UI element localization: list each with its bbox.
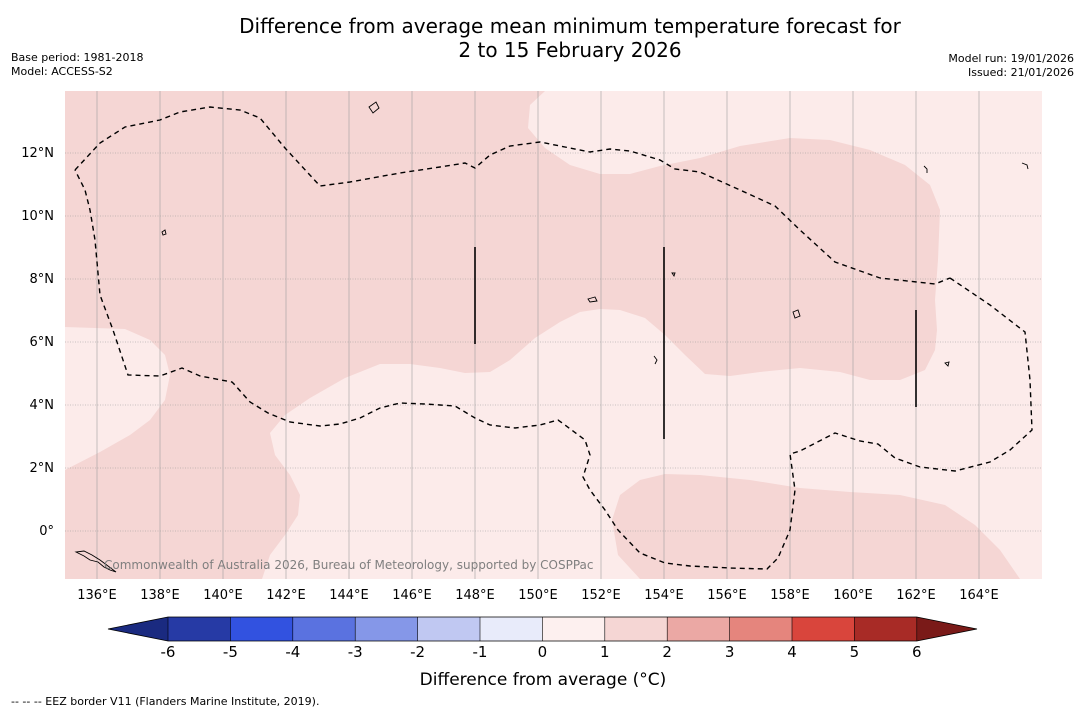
- colorbar-segment: [230, 617, 294, 641]
- lon-label-146e: 146°E: [392, 588, 432, 603]
- title-line-1: Difference from average mean minimum tem…: [239, 14, 901, 38]
- colorbar-tick-label: -1: [472, 643, 488, 661]
- colorbar-tick-label: 4: [787, 643, 797, 661]
- colorbar-tick-label: 0: [537, 643, 548, 661]
- colorbar-segment: [729, 617, 793, 641]
- colorbar-tick-label: 2: [662, 643, 672, 661]
- colorbar-tick-label: -6: [160, 643, 176, 661]
- island-outline: [944, 361, 950, 367]
- island-outline: [161, 229, 167, 236]
- lon-label-140e: 140°E: [203, 588, 243, 603]
- lon-label-152e: 152°E: [581, 588, 621, 603]
- colorbar-extend-low: [108, 617, 168, 641]
- eez-border: [74, 106, 1033, 570]
- lat-label-8n: 8°N: [29, 272, 55, 287]
- title-line-2: 2 to 15 February 2026: [458, 38, 682, 62]
- colorbar-tick-label: 3: [724, 643, 735, 661]
- colorbar-segment: [667, 617, 731, 641]
- colorbar-tick-label: 5: [849, 643, 860, 661]
- lon-label-136e: 136°E: [77, 588, 117, 603]
- lon-label-138e: 138°E: [140, 588, 180, 603]
- colorbar-segment: [417, 617, 481, 641]
- colorbar-tick-label: -2: [410, 643, 426, 661]
- colorbar: [107, 616, 978, 642]
- lon-label-148e: 148°E: [455, 588, 495, 603]
- lat-label-6n: 6°N: [29, 335, 55, 350]
- island-outline: [587, 296, 598, 303]
- model-name: Model: ACCESS-S2: [11, 65, 113, 78]
- lat-label-4n: 4°N: [29, 398, 55, 413]
- anomaly-band-1-2-lower: [612, 474, 1020, 579]
- colorbar-tick-label: 1: [600, 643, 610, 661]
- eez-border-east: [74, 169, 1033, 570]
- island-outline: [792, 309, 801, 319]
- lon-label-156e: 156°E: [707, 588, 747, 603]
- lon-label-142e: 142°E: [266, 588, 306, 603]
- meta-left: Base period: 1981-2018 Model: ACCESS-S2: [11, 51, 143, 79]
- island-outline: [653, 355, 658, 365]
- lon-label-164e: 164°E: [959, 588, 999, 603]
- lon-label-150e: 150°E: [518, 588, 558, 603]
- colorbar-title: Difference from average (°C): [419, 670, 667, 690]
- island-outlines: [74, 101, 1029, 573]
- lat-label-2n: 2°N: [29, 461, 55, 476]
- colorbar-segment: [792, 617, 855, 641]
- colorbar-segment: [542, 617, 606, 641]
- colorbar-tick-label: -3: [347, 643, 363, 661]
- issued-date: Issued: 21/01/2026: [967, 66, 1074, 79]
- colorbar-segment: [292, 617, 356, 641]
- map-title: Difference from average mean minimum tem…: [170, 14, 970, 62]
- colorbar-tick-label: 6: [912, 643, 922, 661]
- colorbar-segment: [168, 617, 231, 641]
- base-period: Base period: 1981-2018: [11, 51, 144, 64]
- map-credit: Commonwealth of Australia 2026, Bureau o…: [104, 558, 594, 572]
- lon-label-162e: 162°E: [896, 588, 936, 603]
- lat-label-12n: 12°N: [21, 146, 54, 161]
- colorbar-tick-label: -4: [285, 643, 301, 661]
- colorbar-segment: [480, 617, 543, 641]
- meta-right: Model run: 19/01/2026 Issued: 21/01/2026: [948, 52, 1074, 80]
- lon-label-160e: 160°E: [833, 588, 873, 603]
- lon-label-154e: 154°E: [644, 588, 684, 603]
- colorbar-extend-high: [916, 617, 977, 641]
- island-outline: [74, 550, 117, 573]
- lat-label-0: 0°: [39, 524, 54, 539]
- colorbar-segment: [604, 617, 668, 641]
- island-outline: [1021, 162, 1029, 170]
- island-outline: [923, 165, 928, 173]
- colorbar-tick-label: -5: [222, 643, 238, 661]
- colorbar-segment: [355, 617, 419, 641]
- island-outline: [671, 272, 676, 278]
- solid-borders: [474, 247, 917, 439]
- colorbar-segment: [854, 617, 918, 641]
- lat-label-10n: 10°N: [21, 209, 54, 224]
- model-run: Model run: 19/01/2026: [948, 52, 1074, 65]
- anomaly-band-0-1-left: [65, 327, 170, 470]
- lon-label-144e: 144°E: [329, 588, 369, 603]
- lon-label-158e: 158°E: [770, 588, 810, 603]
- eez-border-north: [74, 106, 951, 285]
- anomaly-band-0-1-upper: [262, 91, 1042, 579]
- footer-note: -- -- -- EEZ border V11 (Flanders Marine…: [11, 695, 320, 708]
- colorbar-outline: [107, 616, 978, 642]
- island-outline: [368, 101, 380, 114]
